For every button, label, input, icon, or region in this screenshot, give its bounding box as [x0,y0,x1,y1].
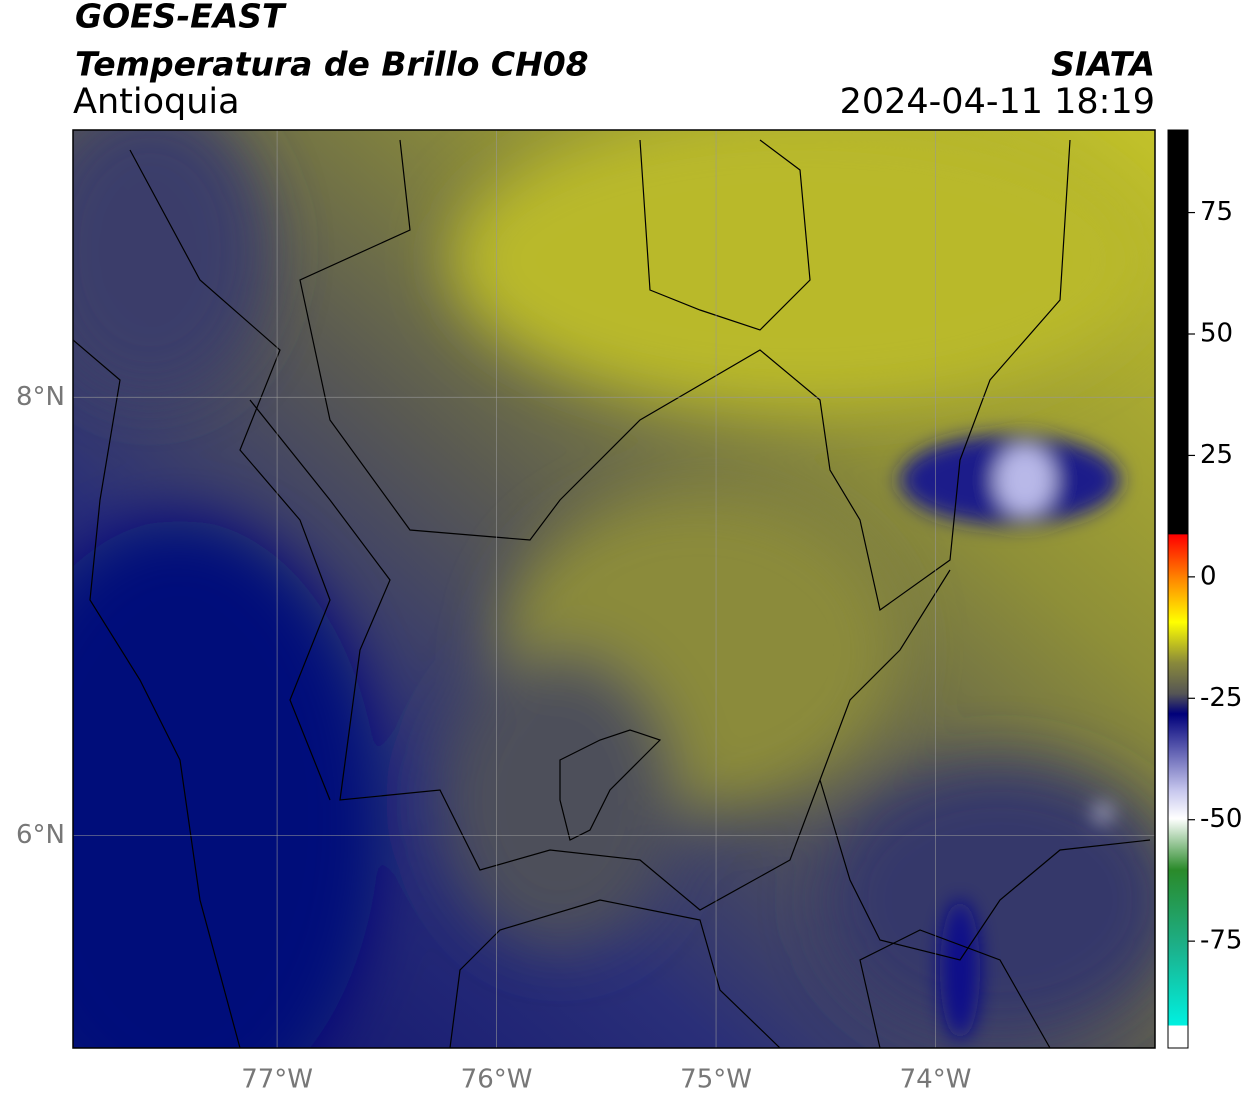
colorbar-tick-label: -50 [1200,804,1242,834]
colorbar-tick-label: 0 [1200,561,1217,591]
x-tick-label: 74°W [900,1065,972,1095]
x-tick-label: 76°W [461,1065,533,1095]
region: Antioquia [73,82,240,122]
title: GOES-EAST [75,0,287,36]
y-tick-label: 8°N [16,382,65,412]
grid [73,130,1155,1048]
colorbar-tick-label: -25 [1200,683,1242,713]
map-frame [72,129,1156,1049]
x-tick-label: 75°W [680,1065,752,1095]
y-tick-label: 6°N [16,820,65,850]
colorbar-tick-label: 75 [1200,197,1233,227]
colorbar-tick-label: 25 [1200,440,1233,470]
colorbar-tick-label: 50 [1200,319,1233,349]
source: SIATA [1051,45,1155,84]
colorbar-tick-label: -75 [1200,926,1242,956]
x-tick-label: 77°W [241,1065,313,1095]
timestamp: 2024-04-11 18:19 [840,82,1155,122]
satellite-image [73,130,1155,1048]
colorbar [1167,129,1189,1049]
subtitle: Temperatura de Brillo CH08 [75,45,589,84]
